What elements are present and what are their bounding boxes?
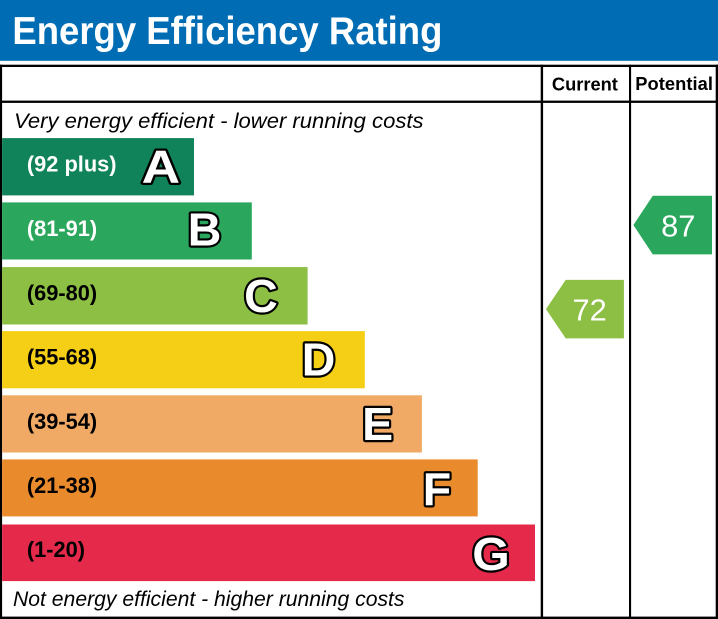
svg-text:(55-68): (55-68) — [27, 345, 97, 370]
svg-text:B: B — [188, 204, 222, 256]
svg-text:Current: Current — [552, 73, 618, 94]
svg-text:C: C — [244, 270, 278, 322]
svg-text:Very energy efficient - lower: Very energy efficient - lower running co… — [14, 109, 424, 133]
svg-text:(81-91): (81-91) — [27, 216, 97, 241]
svg-text:72: 72 — [572, 292, 606, 327]
svg-text:D: D — [302, 333, 336, 385]
svg-text:A: A — [142, 141, 181, 193]
svg-text:E: E — [362, 398, 393, 450]
svg-text:(21-38): (21-38) — [27, 473, 97, 498]
svg-text:(39-54): (39-54) — [27, 409, 97, 434]
svg-text:F: F — [423, 463, 451, 515]
svg-text:Potential: Potential — [635, 73, 713, 94]
svg-text:(69-80): (69-80) — [27, 281, 97, 306]
svg-text:(1-20): (1-20) — [27, 537, 85, 562]
svg-text:G: G — [472, 528, 510, 580]
svg-text:Energy Efficiency Rating: Energy Efficiency Rating — [12, 10, 442, 53]
svg-text:87: 87 — [661, 208, 695, 243]
svg-text:Not energy efficient - higher: Not energy efficient - higher running co… — [13, 587, 405, 611]
svg-text:(92 plus): (92 plus) — [27, 152, 117, 177]
